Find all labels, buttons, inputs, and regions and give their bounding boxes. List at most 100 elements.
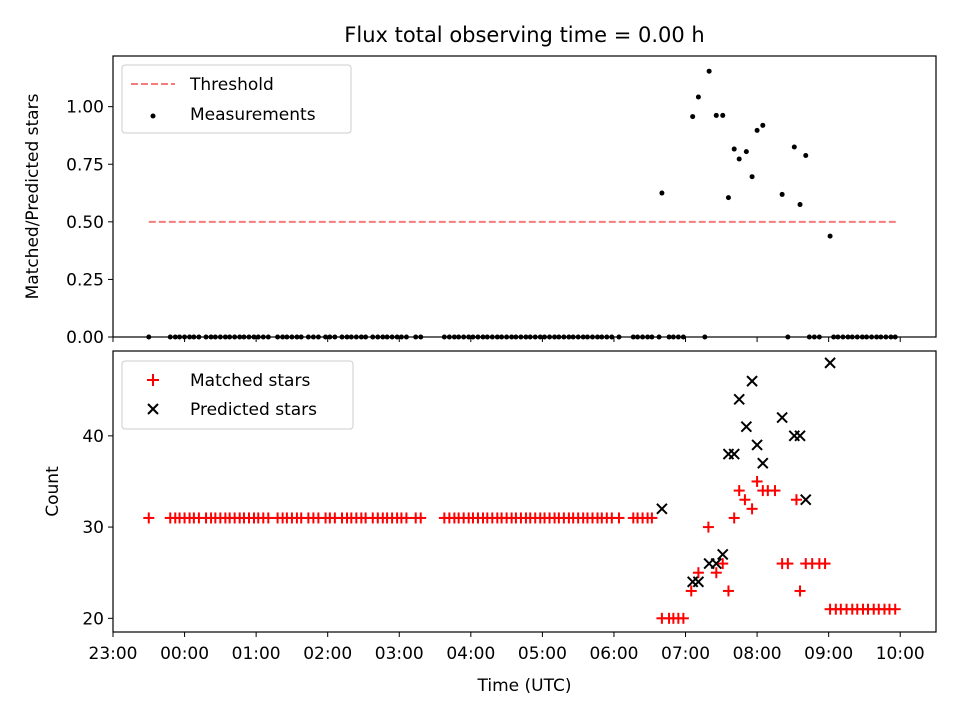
chart-title: Flux total observing time = 0.00 h <box>344 23 704 47</box>
bottom-y-axis-label: Count <box>43 466 63 517</box>
matched-star-point <box>739 494 751 506</box>
predicted-star-point <box>692 576 705 588</box>
matched-star-point <box>790 494 802 506</box>
matched-star-point <box>728 512 740 524</box>
measurement-point <box>797 202 803 208</box>
predicted-star-point <box>824 357 836 369</box>
matched-star-point <box>692 567 704 579</box>
measurement-point <box>695 94 701 100</box>
measurement-point <box>827 233 833 239</box>
bottom-x-tick-label: 08:00 <box>733 644 782 664</box>
bottom-x-tick-label: 04:00 <box>446 644 495 664</box>
top-y-tick-label: 0.75 <box>66 155 104 175</box>
measurement-point <box>725 195 731 201</box>
measurement-point <box>659 190 665 196</box>
matched-star-point <box>400 512 412 524</box>
bottom-y-tick-label: 30 <box>82 518 104 538</box>
measurement-point <box>749 174 755 180</box>
measurement-point <box>803 153 809 159</box>
legend-measurements-swatch <box>150 113 156 119</box>
predicted-star-point <box>710 557 723 570</box>
measurement-point <box>720 112 726 118</box>
matched-star-point <box>782 558 794 570</box>
measurement-point <box>791 144 797 150</box>
top-x-ticks <box>112 337 901 342</box>
bottom-y-tick-label: 40 <box>82 427 104 447</box>
bottom-x-tick-label: 07:00 <box>661 644 710 664</box>
matched-star-point <box>722 585 734 597</box>
matched-star-point <box>889 603 901 615</box>
bottom-x-tick-label: 02:00 <box>303 644 352 664</box>
measurement-point <box>731 146 737 152</box>
measurement-point <box>760 122 766 128</box>
top-y-tick-label: 1.00 <box>66 98 104 118</box>
top-y-axis-label: Matched/Predicted stars <box>23 93 43 299</box>
top-legend: Threshold Measurements <box>121 64 352 134</box>
matched-star-point <box>613 512 625 524</box>
top-panel: 0.00 0.25 0.50 0.75 1.00 Matched/Predicted s… <box>23 55 937 348</box>
bottom-x-tick-label: 00:00 <box>160 644 209 664</box>
matched-star-point <box>677 612 689 624</box>
predicted-star-point <box>733 393 745 406</box>
measurement-point <box>713 112 719 118</box>
bottom-x-axis-label: Time (UTC) <box>477 676 572 696</box>
top-y-tick-label: 0.25 <box>66 270 104 290</box>
bottom-plot-marks <box>143 357 901 624</box>
matched-star-point <box>746 503 758 515</box>
matched-star-point <box>769 485 781 497</box>
predicted-star-point <box>740 421 753 433</box>
predicted-star-point <box>751 439 763 451</box>
bottom-x-tick-label: 05:00 <box>518 644 567 664</box>
matched-star-point <box>819 558 831 570</box>
bottom-x-tick-label: 01:00 <box>232 644 281 664</box>
predicted-star-point <box>776 411 788 424</box>
top-legend-box <box>121 64 352 134</box>
bottom-x-tick-label: 10:00 <box>876 644 925 664</box>
matched-star-point <box>702 521 714 533</box>
predicted-star-point <box>656 503 668 515</box>
measurement-point <box>706 68 712 74</box>
matched-star-point <box>733 485 745 497</box>
legend-matched-label: Matched stars <box>190 371 310 391</box>
predicted-star-point <box>746 375 758 387</box>
bottom-x-tick-label: 06:00 <box>589 644 638 664</box>
predicted-star-point <box>757 457 769 469</box>
matched-star-point <box>646 512 658 524</box>
predicted-star-point <box>794 430 806 442</box>
bottom-x-tick-label: 09:00 <box>804 644 853 664</box>
measurement-point <box>754 127 760 133</box>
measurement-point <box>690 114 696 120</box>
legend-threshold-label: Threshold <box>189 75 274 95</box>
bottom-x-tick-label: 03:00 <box>375 644 424 664</box>
bottom-legend-box <box>121 360 354 430</box>
top-axes-frame <box>112 55 937 338</box>
legend-measurements-label: Measurements <box>190 105 316 125</box>
bottom-legend: Matched stars Predicted stars <box>121 360 354 430</box>
matched-star-point <box>751 475 763 487</box>
matched-star-point <box>685 585 697 597</box>
legend-predicted-swatch <box>147 403 159 415</box>
measurement-point <box>743 149 749 155</box>
bottom-panel: 20 30 40 23:00 00:00 01:00 02:00 03:00 04:00 05:… <box>43 350 937 696</box>
legend-predicted-label: Predicted stars <box>190 400 317 420</box>
bottom-x-ticks: 23:00 00:00 01:00 02:00 03:00 04:00 05:00 06:00… <box>89 632 925 664</box>
legend-matched-swatch <box>147 374 159 386</box>
predicted-star-point <box>717 548 729 561</box>
top-y-ticks: 0.00 0.25 0.50 0.75 1.00 <box>66 98 113 348</box>
matched-star-point <box>415 512 427 524</box>
predicted-star-point <box>728 448 740 460</box>
bottom-axes-frame <box>112 350 937 633</box>
top-y-tick-label: 0.00 <box>66 328 104 348</box>
bottom-y-tick-label: 20 <box>82 609 104 629</box>
matched-star-point <box>710 567 722 579</box>
bottom-y-ticks: 20 30 40 <box>82 427 113 629</box>
matched-star-point <box>717 558 729 570</box>
measurement-point <box>736 156 742 162</box>
matched-star-point <box>794 585 806 597</box>
bottom-x-tick-label: 23:00 <box>89 644 138 664</box>
measurement-point <box>779 191 785 197</box>
matched-star-point <box>143 512 155 524</box>
top-y-tick-label: 0.50 <box>66 213 104 233</box>
predicted-star-point <box>800 494 812 506</box>
